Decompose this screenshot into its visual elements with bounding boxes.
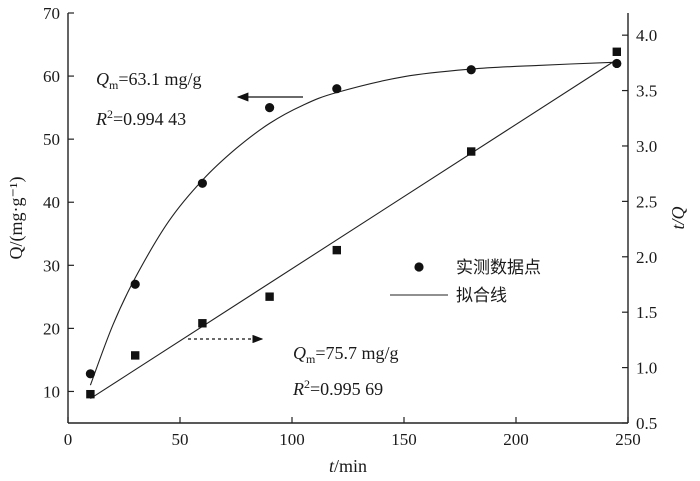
y-left-axis-label: Q/(mg·g⁻¹) [6,177,27,260]
y-right-tick-label: 2.0 [636,248,657,267]
point-circle [612,58,622,69]
data-points [85,47,622,399]
x-tick-label: 150 [391,430,417,449]
y-right-axis-label: t/Q [668,206,688,229]
y-right-tick-label: 0.5 [636,414,657,433]
legend-label-fit: 拟合线 [456,286,507,306]
annotations: Qm=63.1 mg/g R2=0.994 43 Qm=75.7 mg/g R2=0.… [95,69,399,399]
point-circle [265,103,275,113]
y-right-tick-label: 4.0 [636,26,657,45]
point-square [332,245,341,255]
point-square [467,147,476,156]
fit-line-tq [90,59,618,400]
point-circle [85,369,95,379]
legend-label-points: 实测数据点 [456,258,541,278]
y-left-tick-label: 60 [43,67,60,86]
y-right-tick-label: 1.0 [636,359,657,378]
top-annotation-qm-text: Qm=63.1 mg/g [96,69,202,92]
point-square [612,47,621,56]
point-circle [466,65,476,75]
bottom-annotation-r2-text: R2=0.995 69 [292,377,383,399]
y-right-tick-label: 3.5 [636,82,657,101]
point-square [198,319,207,328]
y-left-tick-label: 50 [43,130,60,149]
x-tick-label: 50 [172,430,189,449]
x-axis-label: t/min [329,456,367,476]
y-left-tick-label: 70 [43,4,60,23]
y-left-tick-label: 40 [43,193,60,212]
y-left-tick-label: 10 [43,382,60,401]
top-annotation-r2-text: R2=0.994 43 [95,107,186,129]
y-right-tick-label: 2.5 [636,192,657,211]
x-tick-label: 250 [615,430,641,449]
x-tick-label: 0 [64,430,73,449]
x-tick-label: 200 [503,430,529,449]
bottom-annotation-qm-text: Qm=75.7 mg/g [293,343,399,366]
x-tick-label: 100 [279,430,305,449]
y-left-tick-label: 20 [43,319,60,338]
y-right-tick-label: 1.5 [636,303,657,322]
point-circle [197,178,207,188]
point-circle [130,279,140,289]
point-circle [332,84,342,94]
point-square [86,389,95,399]
point-square [131,351,140,360]
legend-marker-circle [414,262,424,272]
y-right-tick-label: 3.0 [636,137,657,156]
axes: 0 50 100 150 200 250 10 20 30 40 50 60 70 0.5 1.0 1.5 2.… [6,4,688,476]
point-square [265,292,274,301]
y-left-tick-label: 30 [43,256,60,275]
